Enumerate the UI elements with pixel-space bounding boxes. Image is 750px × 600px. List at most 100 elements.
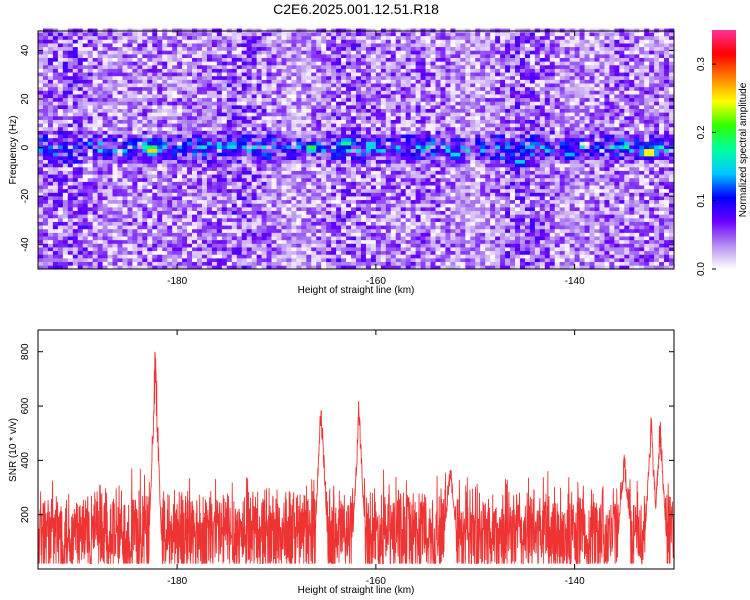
heatmap-cell: [405, 116, 411, 120]
heatmap-cell: [395, 83, 402, 88]
heatmap-cell: [47, 170, 54, 175]
heatmap-cell: [286, 239, 292, 244]
heatmap-cell: [221, 43, 228, 48]
heatmap-cell: [236, 90, 243, 95]
heatmap-cell: [167, 50, 173, 55]
heatmap-cell: [281, 214, 287, 219]
heatmap-cell: [67, 265, 74, 270]
heatmap-cell: [271, 46, 277, 51]
heatmap-cell: [331, 228, 337, 233]
heatmap-cell: [326, 137, 332, 142]
heatmap-cell: [162, 210, 168, 215]
heatmap-cell: [201, 123, 208, 128]
heatmap-cell: [241, 243, 247, 248]
heatmap-cell: [306, 188, 312, 193]
heatmap-cell: [72, 236, 79, 241]
heatmap-cell: [226, 192, 233, 197]
heatmap-cell: [82, 105, 88, 110]
heatmap-cell: [236, 35, 243, 40]
heatmap-cell: [276, 192, 282, 197]
heatmap-cell: [380, 177, 387, 182]
heatmap-cell: [326, 75, 332, 80]
heatmap-cell: [127, 123, 133, 128]
heatmap-cell: [336, 141, 342, 146]
heatmap-cell: [97, 46, 103, 51]
heatmap-cell: [107, 199, 113, 204]
heatmap-cell: [336, 46, 342, 51]
heatmap-cell: [286, 228, 292, 233]
heatmap-cell: [112, 218, 118, 222]
heatmap-cell: [231, 207, 238, 212]
heatmap-cell: [410, 218, 416, 222]
heatmap-cell: [97, 258, 103, 263]
heatmap-cell: [107, 137, 113, 142]
heatmap-cell: [67, 261, 74, 266]
heatmap-cell: [216, 250, 223, 255]
heatmap-cell: [142, 79, 148, 84]
heatmap-cell: [216, 65, 223, 69]
heatmap-cell: [201, 35, 208, 40]
heatmap-cell: [107, 90, 113, 95]
heatmap-cell: [62, 210, 69, 215]
heatmap-cell: [62, 65, 69, 69]
heatmap-cell: [216, 228, 223, 233]
heatmap-cell: [346, 123, 352, 128]
heatmap-cell: [167, 72, 173, 77]
heatmap-cell: [206, 210, 213, 215]
heatmap-cell: [271, 218, 277, 222]
heatmap-cell: [97, 170, 103, 175]
heatmap-cell: [162, 46, 168, 51]
heatmap-cell: [251, 46, 257, 51]
heatmap-cell: [365, 210, 372, 215]
heatmap-cell: [167, 221, 173, 226]
heatmap-cell: [82, 90, 88, 95]
heatmap-cell: [122, 134, 128, 139]
heatmap-cell: [182, 79, 188, 84]
heatmap-cell: [142, 141, 148, 146]
heatmap-cell: [356, 228, 362, 233]
heatmap-cell: [410, 159, 416, 164]
heatmap-cell: [251, 214, 257, 219]
heatmap-cell: [261, 116, 267, 120]
heatmap-cell: [137, 108, 143, 113]
heatmap-cell: [251, 90, 257, 95]
heatmap-cell: [380, 54, 387, 59]
heatmap-cell: [296, 218, 302, 222]
heatmap-cell: [390, 152, 397, 157]
heatmap-cell: [356, 214, 362, 219]
heatmap-cell: [336, 39, 342, 44]
heatmap-cell: [321, 214, 327, 219]
heatmap-cell: [276, 148, 282, 153]
heatmap-cell: [311, 86, 317, 91]
heatmap-cell: [236, 112, 243, 117]
heatmap-cell: [102, 94, 108, 99]
heatmap-cell: [380, 243, 387, 248]
heatmap-cell: [206, 108, 213, 113]
heatmap-cell: [365, 145, 372, 150]
heatmap-cell: [321, 199, 327, 204]
heatmap-cell: [390, 192, 397, 197]
heatmap-cell: [62, 156, 69, 161]
heatmap-cell: [346, 232, 352, 237]
heatmap-cell: [201, 203, 208, 208]
heatmap-cell: [390, 167, 397, 171]
heatmap-cell: [127, 265, 133, 270]
heatmap-cell: [112, 258, 118, 263]
heatmap-cell: [231, 101, 238, 106]
heatmap-cell: [301, 185, 307, 190]
heatmap-cell: [192, 196, 198, 201]
heatmap-cell: [152, 239, 158, 244]
heatmap-cell: [356, 232, 362, 237]
heatmap-cell: [147, 236, 153, 241]
heatmap-cell: [82, 203, 88, 208]
heatmap-cell: [102, 134, 108, 139]
heatmap-cell: [102, 250, 108, 255]
heatmap-cell: [251, 83, 257, 88]
heatmap-cell: [410, 152, 416, 157]
heatmap-cell: [380, 32, 387, 37]
heatmap-cell: [122, 61, 128, 66]
heatmap-cell: [231, 123, 238, 128]
heatmap-cell: [142, 119, 148, 124]
heatmap-cell: [162, 65, 168, 69]
